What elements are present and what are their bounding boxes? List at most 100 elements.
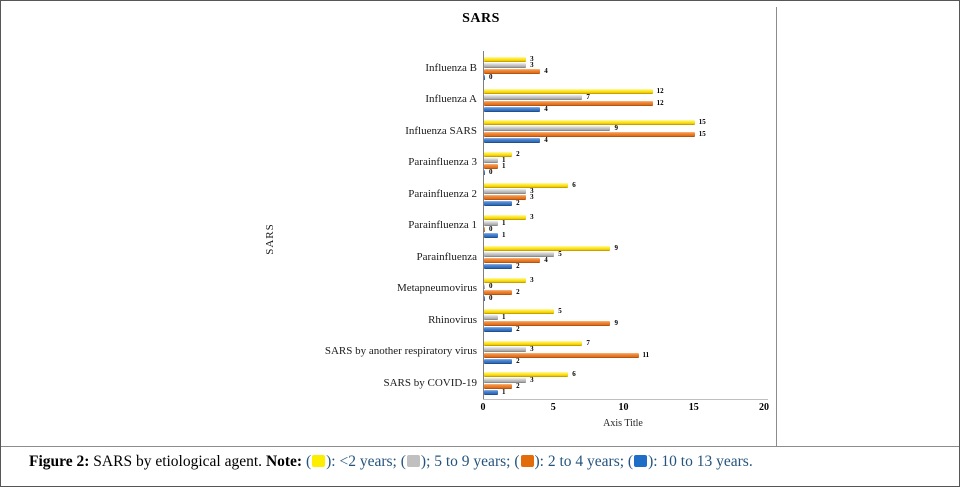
value-label: 15: [698, 118, 706, 127]
value-label: 4: [544, 104, 548, 113]
category-label: SARS by COVID-19: [383, 376, 477, 389]
bar: [484, 75, 485, 81]
bar: [484, 63, 527, 69]
category-label: SARS by another respiratory virus: [324, 345, 477, 358]
bar: [484, 283, 485, 289]
bar: [484, 295, 485, 301]
value-axis-line: [483, 399, 768, 400]
figure-description: SARS by etiological agent.: [89, 453, 266, 470]
category-label: Parainfluenza 1: [408, 219, 477, 232]
value-label: 6: [572, 370, 576, 379]
bar: [484, 246, 611, 252]
legend-swatch: [520, 455, 534, 467]
value-label: 2: [516, 149, 520, 158]
x-tick-label: 15: [688, 402, 699, 413]
bar: [484, 57, 527, 63]
value-label: 1: [502, 313, 506, 322]
value-label: 1: [502, 155, 506, 164]
bar: [484, 252, 555, 258]
bar: [484, 120, 695, 126]
value-label: 1: [502, 218, 506, 227]
x-tick-label: 0: [480, 402, 486, 413]
bar: [484, 346, 527, 352]
bar: [484, 163, 499, 169]
bar: [484, 226, 485, 232]
value-label: 3: [530, 212, 534, 221]
bar: [484, 214, 527, 220]
bar: [484, 126, 611, 132]
value-label: 0: [489, 281, 493, 290]
value-label: 4: [544, 136, 548, 145]
bar: [484, 315, 499, 321]
category-label: Influenza SARS: [405, 124, 477, 137]
value-label: 9: [614, 319, 618, 328]
x-tick-label: 20: [759, 402, 769, 413]
note-label: Note:: [265, 453, 303, 470]
value-label: 0: [489, 73, 493, 82]
bar: [484, 189, 527, 195]
value-label: 6: [572, 181, 576, 190]
value-label: 12: [656, 98, 664, 107]
bar: [484, 232, 499, 238]
value-label: 5: [558, 250, 562, 259]
x-tick-label: 10: [618, 402, 629, 413]
bar: [484, 258, 541, 264]
caption-separator: [1, 446, 959, 447]
value-label: 1: [502, 161, 506, 170]
legend-item: (); 5 to 9 years;: [400, 453, 515, 470]
x-axis-title: Axis Title: [603, 418, 643, 429]
value-label: 2: [516, 287, 520, 296]
value-label: 3: [530, 275, 534, 284]
bar: [484, 94, 583, 100]
value-label: 7: [586, 338, 590, 347]
legend-item: (): 10 to 13 years.: [627, 453, 753, 470]
bar: [484, 264, 513, 270]
legend-swatch: [406, 455, 420, 467]
legend-item: (): 2 to 4 years;: [514, 453, 628, 470]
bar: [484, 201, 513, 207]
y-axis-title: SARS: [264, 223, 276, 255]
value-label: 9: [614, 244, 618, 253]
category-axis-line: [483, 51, 484, 400]
chart-title: SARS: [462, 11, 500, 26]
bar: [484, 100, 653, 106]
bar: [484, 372, 569, 378]
category-label: Influenza B: [425, 61, 477, 74]
bar: [484, 69, 541, 75]
bar: [484, 138, 541, 144]
figure-label: Figure 2:: [29, 453, 90, 470]
value-label: 7: [586, 92, 590, 101]
value-label: 3: [530, 344, 534, 353]
bar: [484, 151, 513, 157]
value-label: 2: [516, 262, 520, 271]
figure-caption: Figure 2: SARS by etiological agent. Not…: [29, 453, 951, 471]
bar: [484, 289, 513, 295]
legend-swatch: [634, 455, 648, 467]
category-label: Metapneumovirus: [396, 282, 477, 295]
bar: [484, 106, 541, 112]
value-label: 2: [516, 325, 520, 334]
value-label: 0: [489, 224, 493, 233]
bar: [484, 309, 555, 315]
chart-right-border: [776, 7, 777, 446]
category-label: Rhinovirus: [428, 313, 477, 326]
value-label: 2: [516, 356, 520, 365]
value-label: 1: [502, 388, 506, 397]
value-label: 2: [516, 382, 520, 391]
bar: [484, 157, 499, 163]
category-label: Parainfluenza 2: [408, 187, 477, 200]
value-label: 4: [544, 256, 548, 265]
category-label: Parainfluenza 3: [408, 156, 477, 169]
value-label: 3: [530, 55, 534, 64]
value-label: 0: [489, 167, 493, 176]
category-label: Parainfluenza: [416, 250, 477, 263]
value-label: 2: [516, 199, 520, 208]
bar: [484, 358, 513, 364]
value-label: 5: [558, 307, 562, 316]
bar: [484, 277, 527, 283]
value-label: 15: [698, 130, 706, 139]
bar: [484, 352, 639, 358]
legend-swatch: [312, 455, 326, 467]
bar: [484, 390, 499, 396]
